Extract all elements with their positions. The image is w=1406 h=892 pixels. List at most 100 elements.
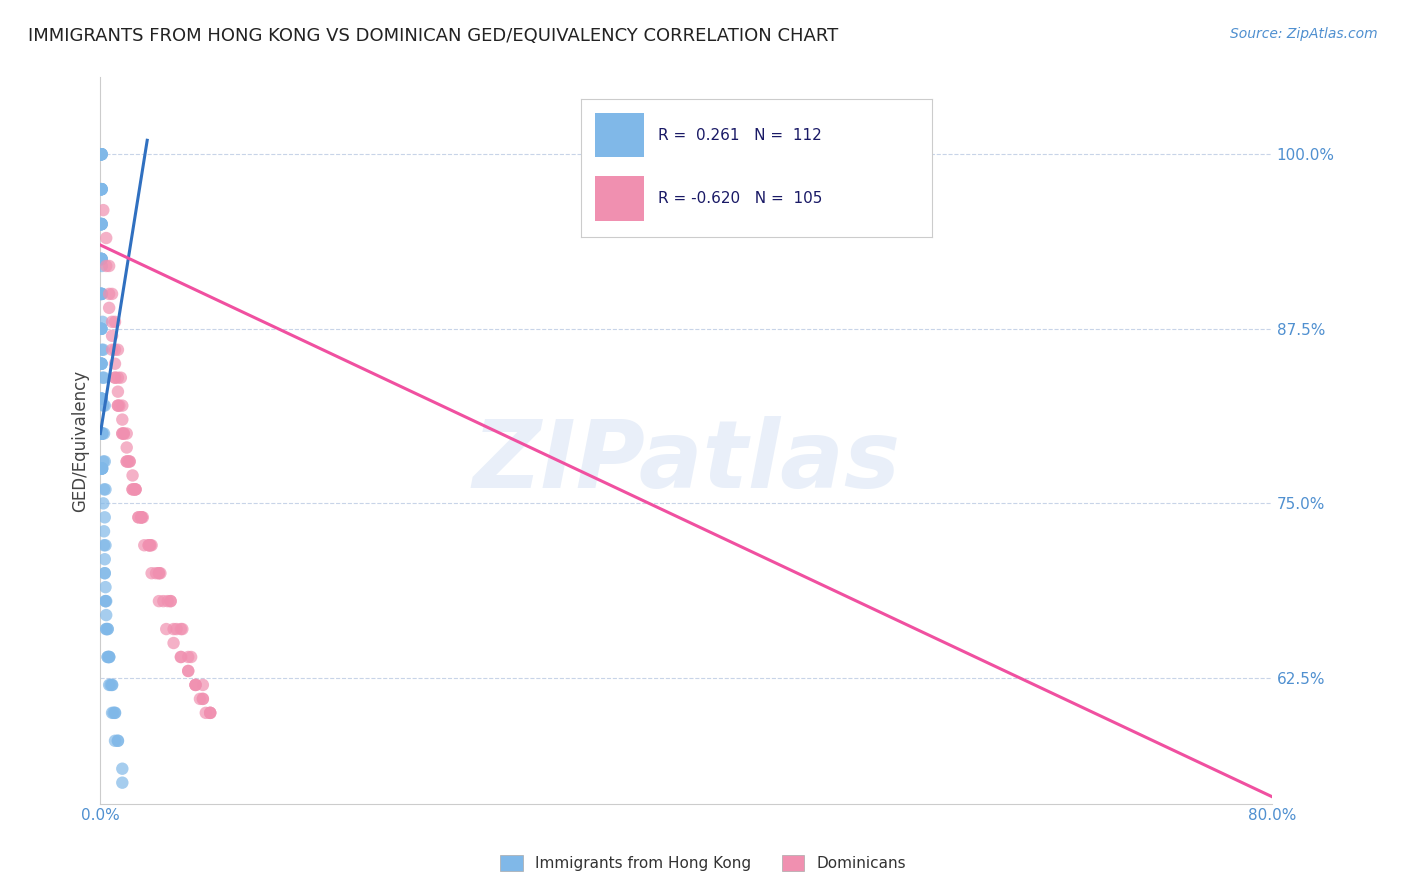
Point [152,594,174,608]
Point [127,510,149,524]
Point [90,357,112,371]
Point [111,399,134,413]
Point [177,650,200,665]
Point [121,483,143,497]
Point [90,286,112,301]
Point [115,454,138,468]
Point [90,392,112,406]
Point [141,538,163,552]
Point [94,580,117,594]
Point [90,252,112,266]
Point [159,594,181,608]
Point [90,426,112,441]
Point [90,252,112,266]
Point [125,846,148,860]
Point [132,510,155,524]
Point [111,762,134,776]
Point [93,524,115,539]
Point [93,454,115,468]
Point [91,426,114,441]
Point [98,301,121,315]
Point [162,622,184,636]
Point [155,622,177,636]
Point [90,182,112,196]
Point [170,650,193,665]
Point [90,182,112,196]
Point [131,510,153,524]
Point [90,426,112,441]
Point [138,538,160,552]
Point [141,566,163,581]
Point [90,461,112,475]
Point [97,650,120,665]
Point [104,315,127,329]
Point [118,454,141,468]
Point [90,217,112,231]
Point [104,343,127,357]
Point [90,182,112,196]
Point [91,454,114,468]
Point [90,252,112,266]
Point [96,622,118,636]
Point [90,147,112,161]
Point [91,343,114,357]
Point [90,182,112,196]
Point [98,678,121,692]
Point [93,566,115,581]
Point [159,594,181,608]
Point [91,426,114,441]
Point [100,678,122,692]
Point [90,461,112,475]
Point [90,343,112,357]
Point [162,636,184,650]
Point [139,538,162,552]
Point [93,566,115,581]
Point [166,622,188,636]
Point [90,322,112,336]
Point [90,392,112,406]
Legend: Immigrants from Hong Kong, Dominicans: Immigrants from Hong Kong, Dominicans [494,849,912,877]
Point [96,622,118,636]
Point [90,217,112,231]
Point [107,399,129,413]
Point [98,286,121,301]
Text: Source: ZipAtlas.com: Source: ZipAtlas.com [1230,27,1378,41]
Point [90,286,112,301]
Point [90,147,112,161]
Point [94,594,117,608]
Text: ZIPatlas: ZIPatlas [472,417,900,508]
Point [90,182,112,196]
Point [91,426,114,441]
Point [90,392,112,406]
Point [90,147,112,161]
Point [180,650,202,665]
Point [134,538,156,552]
Point [112,426,135,441]
Point [191,691,214,706]
Point [90,426,112,441]
Point [90,322,112,336]
Point [191,678,214,692]
Point [93,483,115,497]
Point [148,566,170,581]
Point [91,315,114,329]
Point [148,566,170,581]
Point [90,322,112,336]
Point [96,594,118,608]
Point [90,182,112,196]
Point [148,594,170,608]
Point [90,357,112,371]
Point [90,252,112,266]
Point [101,678,124,692]
Point [90,217,112,231]
Point [97,650,120,665]
Point [194,706,217,720]
Point [156,594,179,608]
Point [134,873,156,888]
Point [124,483,146,497]
Point [111,412,134,426]
Point [108,399,131,413]
Point [94,483,117,497]
Point [115,454,138,468]
Point [98,650,121,665]
